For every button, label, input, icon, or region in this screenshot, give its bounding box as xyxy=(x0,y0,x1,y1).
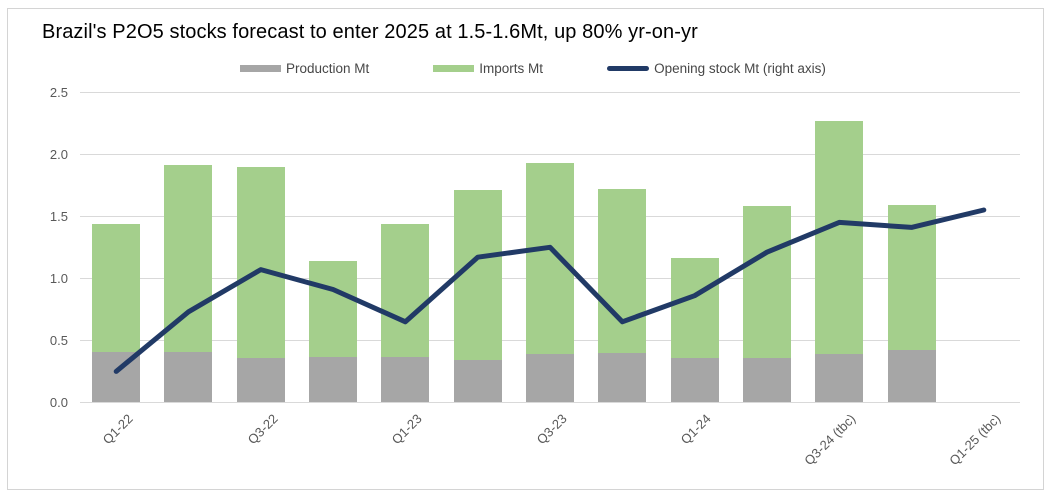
bar-imports-Q1-22 xyxy=(92,223,141,352)
y-axis-tick-0.5: 0.5 xyxy=(49,332,68,348)
chart-title: Brazil's P2O5 stocks forecast to enter 2… xyxy=(42,21,698,43)
y-axis-tick-2.5: 2.5 xyxy=(49,84,68,100)
bar-imports-Q3-23 xyxy=(526,162,574,355)
legend-item-imports: Imports Mt xyxy=(433,61,543,76)
bar-production-Q4-23 xyxy=(598,352,647,403)
legend-item-production: Production Mt xyxy=(240,61,369,76)
bar-production-Q3-22 xyxy=(236,357,285,403)
bar-imports-Q3-24 xyxy=(815,120,864,355)
bar-production-Q2-24 xyxy=(742,357,791,403)
bar-imports-Q2-22 xyxy=(164,165,213,352)
bar-production-Q3-23 xyxy=(526,354,574,403)
bar-production-Q1-22 xyxy=(92,351,141,403)
legend-item-opening-stock: Opening stock Mt (right axis) xyxy=(607,61,826,76)
bar-imports-Q4-22 xyxy=(309,260,358,357)
bar-production-Q4-22 xyxy=(309,356,358,403)
bar-imports-Q1-24 xyxy=(670,258,719,358)
legend: Production Mt Imports Mt Opening stock M… xyxy=(240,60,900,76)
imports-swatch-icon xyxy=(433,64,475,72)
bar-imports-Q3-22 xyxy=(236,166,285,358)
y-axis-tick-2.0: 2.0 xyxy=(49,146,68,162)
bar-imports-Q4-24 xyxy=(887,205,936,351)
bar-production-Q2-23 xyxy=(453,360,502,403)
bar-imports-Q2-24 xyxy=(742,206,791,358)
y-axis-tick-1.0: 1.0 xyxy=(49,270,68,286)
bar-production-Q1-24 xyxy=(670,357,719,403)
production-swatch-icon xyxy=(240,64,281,72)
bar-imports-Q2-23 xyxy=(453,190,502,361)
legend-label: Imports Mt xyxy=(479,60,544,76)
bar-production-Q4-24 xyxy=(887,350,936,403)
bar-imports-Q1-23 xyxy=(381,223,430,357)
gridline-2.0 xyxy=(80,153,1020,155)
legend-label: Production Mt xyxy=(286,60,370,76)
bar-production-Q2-22 xyxy=(164,351,213,403)
y-axis-tick-1.5: 1.5 xyxy=(49,208,68,224)
gridline-2.5 xyxy=(80,91,1020,93)
legend-label: Opening stock Mt (right axis) xyxy=(654,60,826,76)
bar-production-Q1-23 xyxy=(381,356,430,403)
opening-stock-line-swatch-icon xyxy=(607,65,650,71)
bar-imports-Q4-23 xyxy=(598,188,647,353)
bar-production-Q3-24 xyxy=(815,354,864,403)
y-axis-tick-0.0: 0.0 xyxy=(49,395,68,410)
gridline-0.0 xyxy=(80,402,1020,403)
